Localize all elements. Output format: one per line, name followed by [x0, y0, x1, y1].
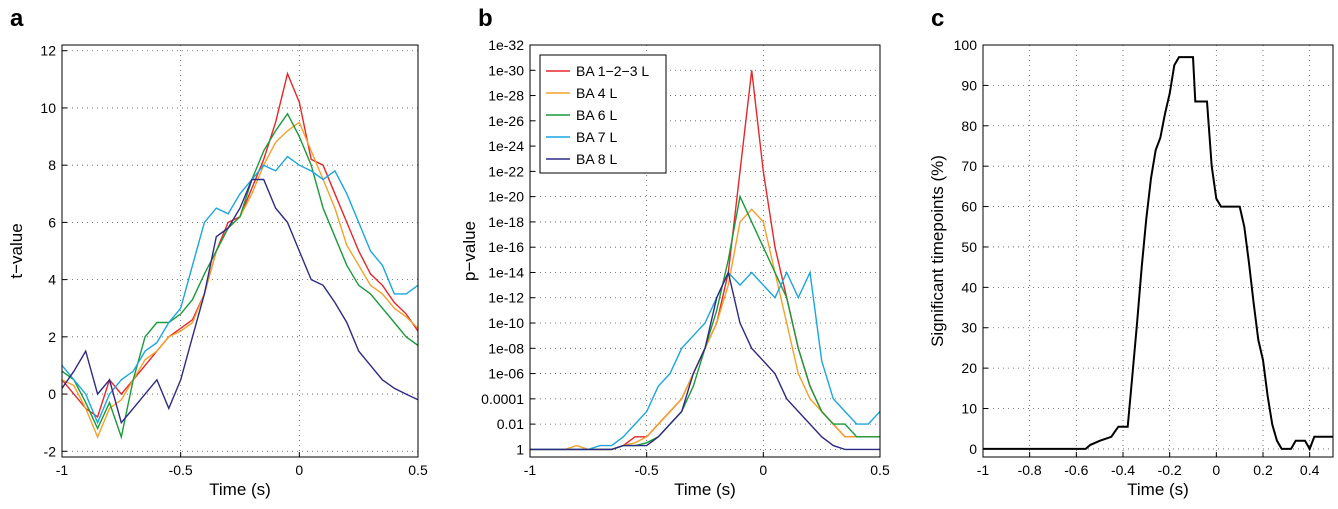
- y-tick-label: 70: [961, 158, 977, 174]
- y-tick-label: 30: [961, 320, 977, 336]
- y-tick-label: 1e-16: [488, 239, 524, 255]
- y-tick-label: 10: [961, 401, 977, 417]
- legend-label: BA 6 L: [576, 107, 617, 123]
- panel-label: a: [10, 5, 24, 32]
- x-tick-label: -1: [56, 462, 69, 478]
- x-tick-label: -0.5: [635, 462, 659, 478]
- data-line: [62, 112, 418, 440]
- x-tick-label: 0.2: [1253, 462, 1273, 478]
- legend-label: BA 8 L: [576, 151, 617, 167]
- y-tick-label: 60: [961, 199, 977, 215]
- y-tick-label: 40: [961, 279, 977, 295]
- y-tick-label: 1e-14: [488, 264, 524, 280]
- x-tick-label: -0.8: [1018, 462, 1042, 478]
- x-tick-label: 0.4: [1300, 462, 1320, 478]
- legend-label: BA 1−2−3 L: [576, 63, 649, 79]
- x-tick-label: 0: [1212, 462, 1220, 478]
- x-tick-label: 0.5: [870, 462, 890, 478]
- x-tick-label: 0.5: [408, 462, 428, 478]
- x-axis-label: Time (s): [209, 480, 271, 499]
- x-tick-label: -1: [524, 462, 537, 478]
- plot-frame: [982, 44, 1334, 458]
- y-tick-label: 1e-24: [488, 138, 524, 154]
- legend-label: BA 4 L: [576, 85, 617, 101]
- x-tick-label: -1: [977, 462, 990, 478]
- y-tick-label: 1e-06: [488, 366, 524, 382]
- panel-label: b: [478, 5, 493, 32]
- plot-area: [983, 45, 1333, 457]
- y-tick-label: 0: [48, 386, 56, 402]
- y-tick-label: 50: [961, 239, 977, 255]
- y-tick-label: 1: [516, 441, 524, 457]
- y-tick-label: 0: [969, 441, 977, 457]
- y-tick-label: 1e-18: [488, 214, 524, 230]
- y-axis-label: p−value: [460, 221, 479, 281]
- y-tick-label: 1e-30: [488, 62, 524, 78]
- y-tick-label: 8: [48, 157, 56, 173]
- y-tick-label: 1e-20: [488, 189, 524, 205]
- y-tick-label: -2: [44, 443, 57, 459]
- y-tick-label: 90: [961, 77, 977, 93]
- y-tick-label: 20: [961, 360, 977, 376]
- x-tick-label: -0.5: [169, 462, 193, 478]
- panel-label: c: [931, 5, 944, 32]
- legend-box: [539, 54, 667, 174]
- x-tick-label: -0.6: [1064, 462, 1088, 478]
- y-tick-label: 100: [954, 37, 978, 53]
- data-line: [530, 270, 880, 451]
- y-tick-label: 1e-08: [488, 340, 524, 356]
- plot-area: [62, 45, 418, 457]
- y-tick-label: 1e-10: [488, 315, 524, 331]
- y-tick-label: 12: [40, 43, 56, 59]
- y-tick-label: 80: [961, 118, 977, 134]
- plot-frame: [529, 44, 881, 458]
- x-tick-label: 0: [759, 462, 767, 478]
- y-axis-label: Significant timepoints (%): [928, 155, 947, 347]
- x-axis-label: Time (s): [1127, 480, 1189, 499]
- x-tick-label: -0.2: [1158, 462, 1182, 478]
- x-axis-label: Time (s): [674, 480, 736, 499]
- data-line: [62, 178, 418, 425]
- y-tick-label: 0.01: [497, 416, 524, 432]
- x-tick-label: -0.4: [1111, 462, 1135, 478]
- y-tick-label: 1e-22: [488, 163, 524, 179]
- plot-frame: [61, 44, 419, 458]
- y-tick-label: 1e-26: [488, 113, 524, 129]
- x-tick-label: 0: [295, 462, 303, 478]
- data-line: [983, 56, 1333, 452]
- y-tick-label: 1e-32: [488, 37, 524, 53]
- y-tick-label: 10: [40, 100, 56, 116]
- data-line: [62, 155, 418, 425]
- y-tick-label: 4: [48, 272, 56, 288]
- y-tick-label: 2: [48, 329, 56, 345]
- y-tick-label: 1e-12: [488, 290, 524, 306]
- legend-label: BA 7 L: [576, 129, 617, 145]
- y-tick-label: 6: [48, 214, 56, 230]
- y-axis-label: t−value: [7, 223, 26, 278]
- y-tick-label: 1e-28: [488, 88, 524, 104]
- y-tick-label: 0.0001: [481, 391, 524, 407]
